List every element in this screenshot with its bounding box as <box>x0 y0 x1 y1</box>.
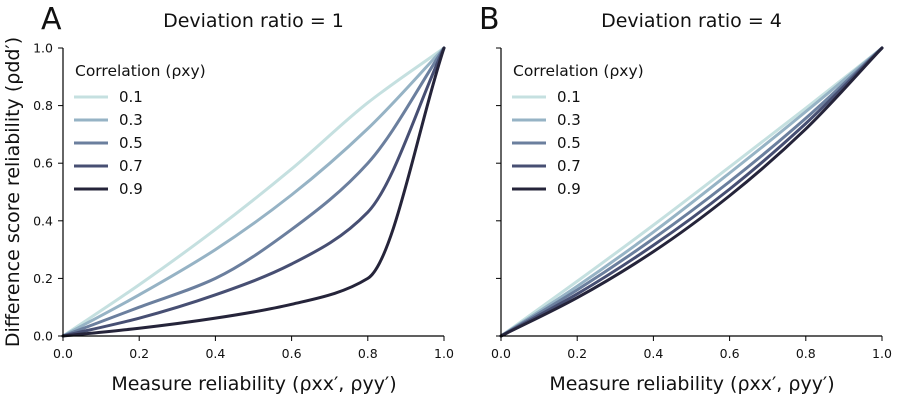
legend-label-a-4: 0.9 <box>119 180 143 198</box>
legend-title-b: Correlation (ρxy) <box>513 62 644 80</box>
x-tick-label-b-4: 0.8 <box>796 346 816 361</box>
legend-label-b-4: 0.9 <box>557 180 581 198</box>
series-line-a-1 <box>61 46 446 338</box>
legend-label-a-0: 0.1 <box>119 88 143 106</box>
x-tick-label-b-2: 0.4 <box>643 346 663 361</box>
x-tick-label-a-3: 0.6 <box>282 346 302 361</box>
x-tick-label-a-5: 1.0 <box>434 346 454 361</box>
x-axis-title-b: Measure reliability (ρxx′, ρyy′) <box>549 373 834 395</box>
x-tick-label-a-1: 0.2 <box>129 346 149 361</box>
legend-label-a-2: 0.5 <box>119 134 143 152</box>
series-line-b-3 <box>499 46 884 338</box>
y-tick-label-a-3: 0.6 <box>33 156 53 171</box>
panel-title-b: Deviation ratio = 4 <box>601 10 782 32</box>
series-line-b-4 <box>499 46 884 338</box>
legend-label-a-1: 0.3 <box>119 111 143 129</box>
x-tick-label-a-0: 0.0 <box>53 346 73 361</box>
series-line-a-2 <box>61 46 446 338</box>
panel-a: 0.0 0.2 0.4 0.6 0.8 1.0 0.0 0.2 0.4 0.6 0.8 1.0 Devi… <box>33 2 454 361</box>
series-line-a-0 <box>61 46 446 338</box>
legend-label-b-3: 0.7 <box>557 157 581 175</box>
series-line-b-0 <box>499 46 884 338</box>
x-axis-title-a: Measure reliability (ρxx′, ρyy′) <box>111 373 396 395</box>
series-line-a-4 <box>61 46 446 338</box>
x-tick-label-b-5: 1.0 <box>872 346 892 361</box>
legend-label-b-1: 0.3 <box>557 111 581 129</box>
series-line-b-1 <box>499 46 884 338</box>
panel-title-a: Deviation ratio = 1 <box>163 10 344 32</box>
series-line-b-2 <box>499 46 884 338</box>
y-tick-label-a-5: 1.0 <box>33 41 53 56</box>
legend-label-b-2: 0.5 <box>557 134 581 152</box>
series-line-a-3 <box>61 46 446 338</box>
y-tick-label-a-4: 0.8 <box>33 98 53 113</box>
x-tick-label-a-4: 0.8 <box>358 346 378 361</box>
y-axis-title: Difference score reliability (ρdd′) <box>2 37 24 347</box>
x-tick-label-a-2: 0.4 <box>205 346 225 361</box>
legend-label-a-3: 0.7 <box>119 157 143 175</box>
panel-letter-b: B <box>479 2 500 37</box>
y-tick-label-a-0: 0.0 <box>33 329 53 344</box>
x-tick-label-b-3: 0.6 <box>720 346 740 361</box>
x-tick-label-b-1: 0.2 <box>567 346 587 361</box>
panel-letter-a: A <box>41 2 62 37</box>
y-tick-label-a-2: 0.4 <box>33 213 53 228</box>
x-tick-label-b-0: 0.0 <box>491 346 511 361</box>
legend-title-a: Correlation (ρxy) <box>75 62 206 80</box>
panel-b: 0.0 0.2 0.4 0.6 0.8 1.0 Deviation ratio = 4 B Co… <box>479 2 892 361</box>
legend-label-b-0: 0.1 <box>557 88 581 106</box>
y-tick-label-a-1: 0.2 <box>33 271 53 286</box>
